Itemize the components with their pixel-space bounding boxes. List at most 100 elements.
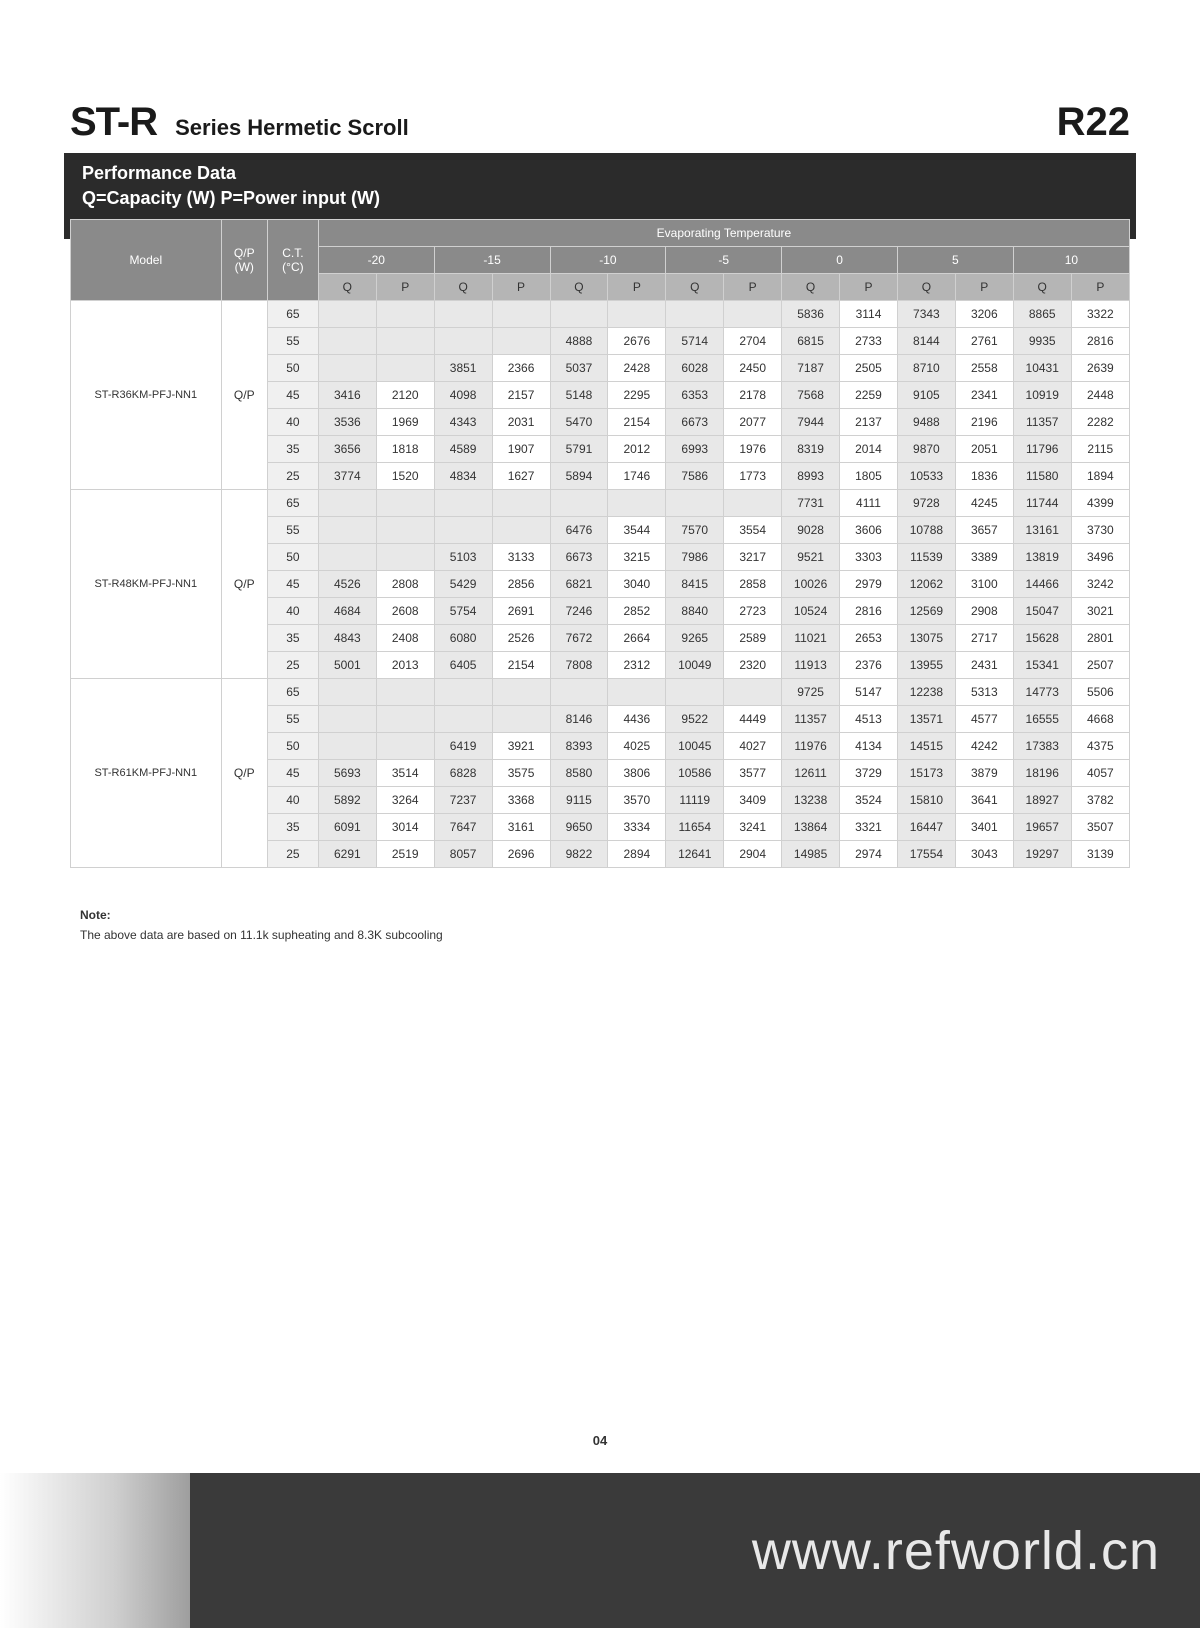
value-cell	[492, 517, 550, 544]
value-cell: 3524	[840, 787, 898, 814]
title-main: ST-R	[70, 100, 157, 145]
value-cell: 3921	[492, 733, 550, 760]
value-cell: 2676	[608, 328, 666, 355]
value-cell: 9728	[897, 490, 955, 517]
value-cell: 5429	[434, 571, 492, 598]
value-cell	[434, 706, 492, 733]
value-cell: 9115	[550, 787, 608, 814]
value-cell: 16555	[1013, 706, 1071, 733]
value-cell: 9488	[897, 409, 955, 436]
value-cell: 7586	[666, 463, 724, 490]
value-cell: 5470	[550, 409, 608, 436]
col-temp: 0	[782, 247, 898, 274]
value-cell: 3416	[318, 382, 376, 409]
value-cell: 9521	[782, 544, 840, 571]
value-cell: 11744	[1013, 490, 1071, 517]
value-cell: 13571	[897, 706, 955, 733]
value-cell: 3264	[376, 787, 434, 814]
col-qp: Q/P (W)	[221, 220, 267, 301]
value-cell: 5037	[550, 355, 608, 382]
footer-bar: www.refworld.cn	[0, 1473, 1200, 1628]
value-cell	[550, 301, 608, 328]
value-cell: 3782	[1071, 787, 1129, 814]
value-cell: 14515	[897, 733, 955, 760]
value-cell	[492, 679, 550, 706]
value-cell: 2704	[724, 328, 782, 355]
col-sub-qp: Q	[434, 274, 492, 301]
value-cell: 11357	[1013, 409, 1071, 436]
value-cell	[318, 733, 376, 760]
ct-cell: 45	[267, 571, 318, 598]
value-cell: 7343	[897, 301, 955, 328]
value-cell: 10533	[897, 463, 955, 490]
value-cell: 11539	[897, 544, 955, 571]
value-cell: 7568	[782, 382, 840, 409]
value-cell: 18196	[1013, 760, 1071, 787]
value-cell: 2653	[840, 625, 898, 652]
section-title: Performance Data	[82, 163, 1118, 184]
value-cell: 17554	[897, 841, 955, 868]
col-temp: -5	[666, 247, 782, 274]
value-cell: 4098	[434, 382, 492, 409]
value-cell: 6091	[318, 814, 376, 841]
qp-cell: Q/P	[221, 679, 267, 868]
value-cell	[434, 490, 492, 517]
value-cell: 3040	[608, 571, 666, 598]
value-cell: 12611	[782, 760, 840, 787]
value-cell: 2717	[955, 625, 1013, 652]
value-cell: 2154	[608, 409, 666, 436]
qp-cell: Q/P	[221, 490, 267, 679]
value-cell: 2691	[492, 598, 550, 625]
value-cell: 19657	[1013, 814, 1071, 841]
value-cell: 1520	[376, 463, 434, 490]
value-cell: 12569	[897, 598, 955, 625]
col-sub-qp: Q	[897, 274, 955, 301]
value-cell	[318, 355, 376, 382]
value-cell	[318, 517, 376, 544]
value-cell: 2408	[376, 625, 434, 652]
value-cell	[724, 679, 782, 706]
value-cell: 3570	[608, 787, 666, 814]
value-cell: 1907	[492, 436, 550, 463]
value-cell: 3321	[840, 814, 898, 841]
col-sub-qp: P	[376, 274, 434, 301]
value-cell: 9028	[782, 517, 840, 544]
value-cell: 3014	[376, 814, 434, 841]
value-cell	[492, 490, 550, 517]
value-cell: 3401	[955, 814, 1013, 841]
value-cell: 15810	[897, 787, 955, 814]
section-subtitle: Q=Capacity (W) P=Power input (W)	[82, 188, 1118, 209]
value-cell: 10788	[897, 517, 955, 544]
value-cell: 5894	[550, 463, 608, 490]
value-cell	[550, 679, 608, 706]
value-cell	[318, 706, 376, 733]
value-cell	[318, 490, 376, 517]
ct-cell: 35	[267, 625, 318, 652]
value-cell: 3114	[840, 301, 898, 328]
value-cell	[318, 301, 376, 328]
value-cell: 9870	[897, 436, 955, 463]
value-cell: 3577	[724, 760, 782, 787]
ct-cell: 65	[267, 490, 318, 517]
value-cell: 8415	[666, 571, 724, 598]
value-cell: 8319	[782, 436, 840, 463]
col-sub-qp: P	[492, 274, 550, 301]
model-cell: ST-R48KM-PFJ-NN1	[71, 490, 222, 679]
value-cell: 3641	[955, 787, 1013, 814]
value-cell: 4375	[1071, 733, 1129, 760]
value-cell: 9522	[666, 706, 724, 733]
note-text: The above data are based on 11.1k suphea…	[80, 928, 1120, 942]
value-cell: 2196	[955, 409, 1013, 436]
value-cell: 5506	[1071, 679, 1129, 706]
value-cell: 9105	[897, 382, 955, 409]
value-cell: 3606	[840, 517, 898, 544]
value-cell: 8057	[434, 841, 492, 868]
value-cell: 4668	[1071, 706, 1129, 733]
value-cell: 13238	[782, 787, 840, 814]
value-cell: 4242	[955, 733, 1013, 760]
value-cell: 11796	[1013, 436, 1071, 463]
value-cell: 2723	[724, 598, 782, 625]
value-cell: 14985	[782, 841, 840, 868]
value-cell: 2507	[1071, 652, 1129, 679]
value-cell: 2733	[840, 328, 898, 355]
